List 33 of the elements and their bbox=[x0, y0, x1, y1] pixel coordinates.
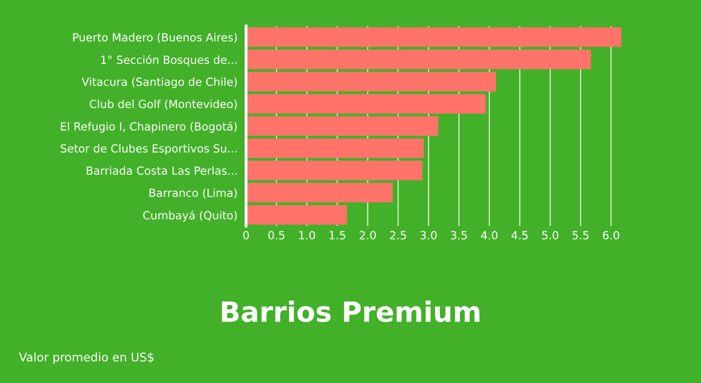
x-tick-label: 4.0 bbox=[481, 231, 498, 240]
bar bbox=[246, 27, 622, 47]
y-tick-label: Barranco (Lima) bbox=[150, 188, 237, 198]
text: Barrios Premium bbox=[222, 300, 480, 322]
x-tick-label: 4.5 bbox=[511, 231, 528, 240]
y-tick-label: El Refugio I, Chapinero (Bogotá) bbox=[60, 122, 237, 133]
bar bbox=[246, 160, 422, 180]
x-tick-label: 2.0 bbox=[360, 231, 376, 240]
y-tick-label: Cumbayá (Quito) bbox=[143, 210, 237, 222]
x-tick-label: 0.5 bbox=[268, 231, 284, 240]
y-tick-label: Barriada Costa Las Perlas... bbox=[86, 166, 237, 175]
y-tick-label: Puerto Madero (Buenos Aires) bbox=[73, 32, 237, 43]
bar bbox=[246, 94, 486, 114]
x-tick-label: 1.5 bbox=[330, 231, 346, 240]
bar bbox=[246, 182, 393, 202]
bar bbox=[246, 50, 591, 70]
text: Valor promedio en US$ bbox=[19, 352, 154, 364]
x-tick-label: 3.5 bbox=[450, 231, 467, 240]
y-tick-label: Vitacura (Santiago de Chile) bbox=[82, 77, 237, 88]
x-tick-label: 5.5 bbox=[572, 231, 588, 240]
x-tick-label: 0 bbox=[243, 231, 249, 240]
bar bbox=[246, 116, 438, 136]
bar bbox=[246, 138, 424, 158]
y-tick-label: Club del Golf (Montevideo) bbox=[90, 100, 237, 110]
x-tick-label: 5.0 bbox=[542, 231, 558, 240]
y-tick-label: Setor de Clubes Esportivos Su... bbox=[60, 144, 237, 155]
x-tick-label: 1.0 bbox=[299, 231, 315, 240]
bar bbox=[246, 72, 496, 92]
x-tick-label: 2.5 bbox=[390, 231, 406, 240]
y-tick-label: 1° Sección Bosques de... bbox=[101, 54, 237, 66]
x-tick-label: 6.0 bbox=[602, 231, 620, 240]
bar bbox=[246, 205, 348, 225]
x-tick-label: 3.0 bbox=[420, 231, 437, 240]
